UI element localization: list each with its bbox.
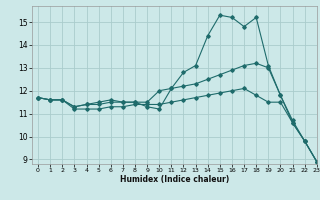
X-axis label: Humidex (Indice chaleur): Humidex (Indice chaleur) bbox=[120, 175, 229, 184]
